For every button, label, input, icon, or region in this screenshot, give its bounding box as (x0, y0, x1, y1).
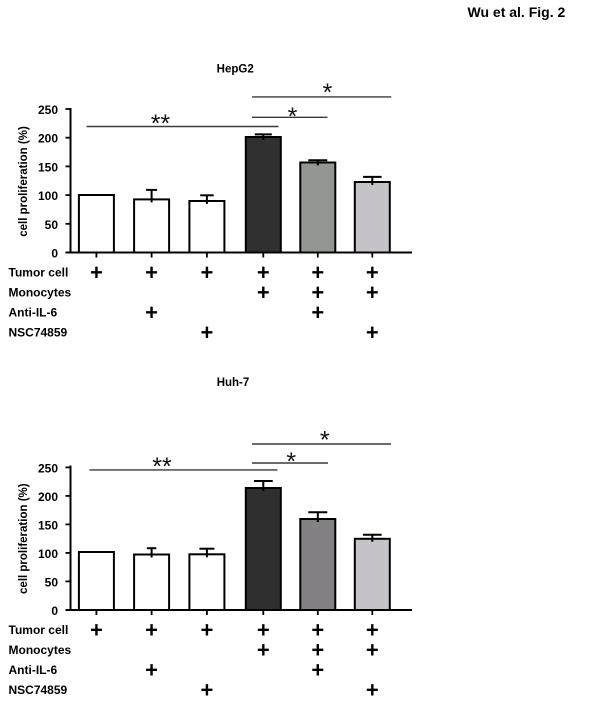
svg-text:+: + (311, 638, 324, 663)
svg-text:100: 100 (38, 547, 58, 561)
svg-text:Monocytes: Monocytes (9, 285, 72, 299)
svg-text:+: + (311, 280, 324, 305)
svg-text:**: ** (152, 453, 172, 481)
svg-text:Wu et al. Fig. 2: Wu et al. Fig. 2 (468, 4, 566, 20)
svg-text:50: 50 (45, 218, 59, 232)
svg-text:*: * (286, 448, 296, 476)
svg-text:*: * (288, 103, 298, 131)
svg-text:+: + (366, 638, 379, 663)
svg-text:+: + (366, 260, 379, 285)
svg-text:NSC74859: NSC74859 (9, 325, 68, 339)
svg-text:0: 0 (51, 247, 58, 261)
svg-text:cell proliferation (%): cell proliferation (%) (18, 483, 30, 594)
svg-text:*: * (320, 427, 330, 455)
svg-text:Tumor cell: Tumor cell (9, 623, 69, 637)
svg-text:+: + (90, 260, 103, 285)
svg-text:Anti-IL-6: Anti-IL-6 (9, 663, 58, 677)
svg-text:+: + (366, 280, 379, 305)
svg-text:+: + (200, 678, 213, 702)
svg-text:100: 100 (38, 189, 58, 203)
svg-text:+: + (257, 638, 270, 663)
svg-text:+: + (311, 260, 324, 285)
svg-text:+: + (200, 618, 213, 643)
svg-text:cell proliferation (%): cell proliferation (%) (18, 126, 30, 237)
svg-text:*: * (323, 79, 333, 107)
svg-text:Huh-7: Huh-7 (217, 377, 250, 389)
svg-text:150: 150 (38, 518, 58, 532)
svg-text:HepG2: HepG2 (217, 64, 254, 76)
svg-text:+: + (366, 320, 379, 345)
svg-text:+: + (145, 618, 158, 643)
svg-text:NSC74859: NSC74859 (9, 683, 68, 697)
svg-text:250: 250 (38, 103, 58, 117)
svg-text:+: + (257, 618, 270, 643)
svg-text:+: + (145, 658, 158, 683)
svg-text:+: + (200, 260, 213, 285)
svg-text:50: 50 (45, 575, 59, 589)
svg-text:Anti-IL-6: Anti-IL-6 (9, 305, 58, 319)
svg-text:200: 200 (38, 490, 58, 504)
svg-text:+: + (90, 618, 103, 643)
svg-text:250: 250 (38, 461, 58, 475)
svg-text:+: + (200, 320, 213, 345)
svg-text:0: 0 (51, 604, 58, 618)
svg-text:+: + (145, 300, 158, 325)
svg-text:+: + (311, 658, 324, 683)
svg-text:Monocytes: Monocytes (9, 643, 72, 657)
svg-text:+: + (311, 618, 324, 643)
svg-text:+: + (257, 280, 270, 305)
svg-text:**: ** (151, 110, 171, 138)
svg-text:+: + (366, 678, 379, 702)
svg-text:+: + (366, 618, 379, 643)
svg-text:+: + (257, 260, 270, 285)
svg-text:Tumor cell: Tumor cell (9, 265, 69, 279)
svg-text:+: + (145, 260, 158, 285)
svg-text:200: 200 (38, 132, 58, 146)
svg-text:150: 150 (38, 160, 58, 174)
svg-text:+: + (311, 300, 324, 325)
